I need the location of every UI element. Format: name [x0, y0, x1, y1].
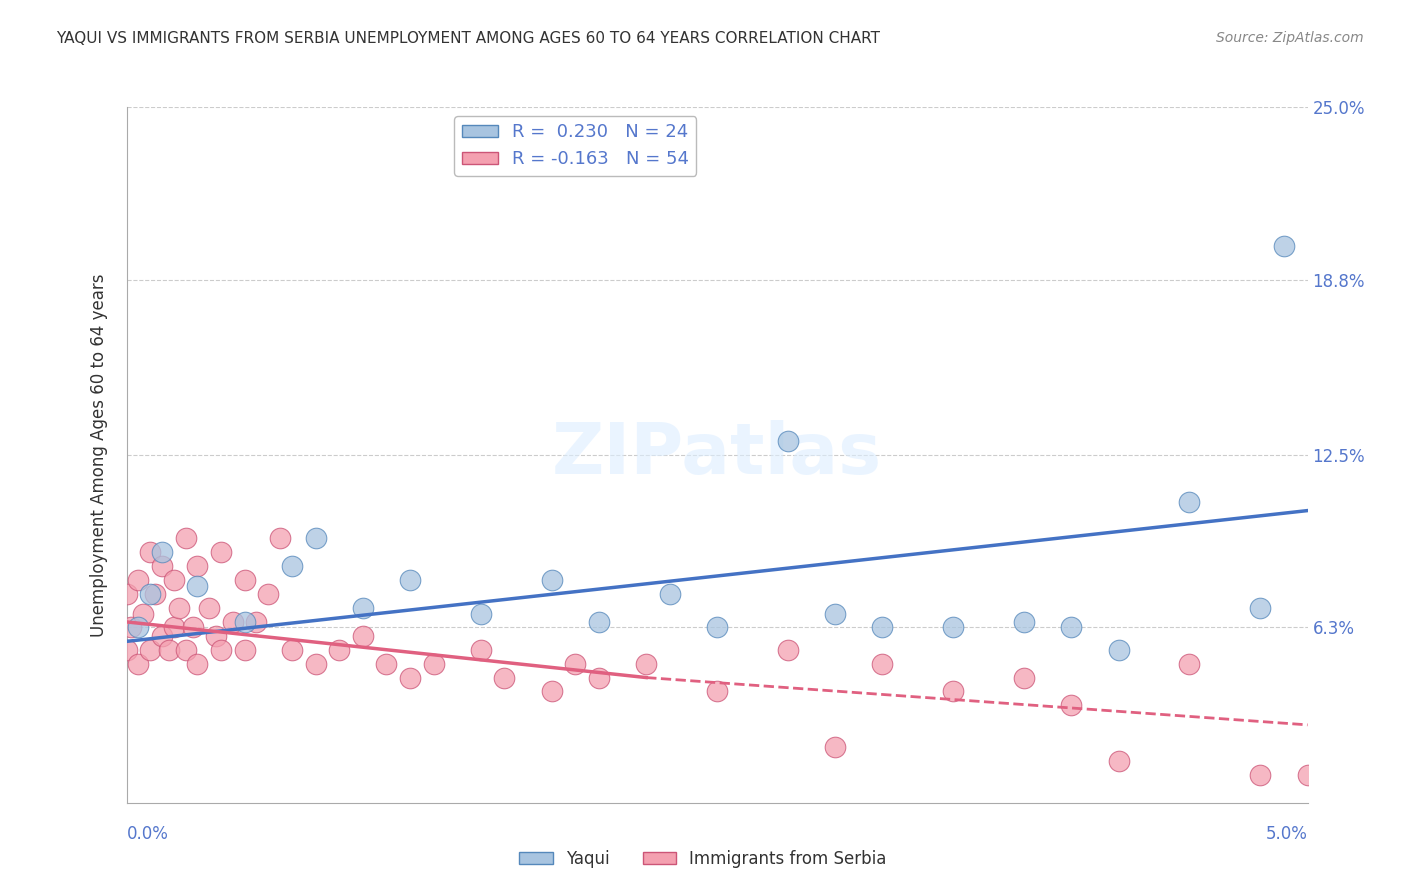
- Point: [824, 607, 846, 621]
- Point: [163, 573, 186, 587]
- Point: [399, 671, 422, 685]
- Point: [139, 587, 162, 601]
- Point: [1060, 620, 1083, 634]
- Point: [588, 671, 610, 685]
- Point: [352, 629, 374, 643]
- Point: [1012, 671, 1035, 685]
- Point: [174, 532, 197, 546]
- Point: [174, 642, 197, 657]
- Text: ZIPatlas: ZIPatlas: [553, 420, 882, 490]
- Point: [127, 657, 149, 671]
- Point: [942, 684, 965, 698]
- Point: [167, 601, 190, 615]
- Point: [872, 620, 894, 634]
- Point: [120, 620, 142, 634]
- Text: Source: ZipAtlas.com: Source: ZipAtlas.com: [1216, 31, 1364, 45]
- Y-axis label: Unemployment Among Ages 60 to 64 years: Unemployment Among Ages 60 to 64 years: [90, 273, 108, 637]
- Point: [186, 559, 208, 574]
- Point: [186, 579, 208, 593]
- Point: [209, 642, 232, 657]
- Point: [150, 559, 173, 574]
- Point: [186, 657, 208, 671]
- Point: [352, 601, 374, 615]
- Point: [824, 740, 846, 755]
- Point: [588, 615, 610, 629]
- Point: [564, 657, 586, 671]
- Point: [776, 434, 799, 448]
- Point: [281, 559, 304, 574]
- Point: [139, 545, 162, 559]
- Point: [132, 607, 155, 621]
- Point: [470, 607, 492, 621]
- Point: [1296, 768, 1319, 782]
- Point: [470, 642, 492, 657]
- Point: [1108, 642, 1130, 657]
- Text: 5.0%: 5.0%: [1265, 825, 1308, 843]
- Point: [209, 545, 232, 559]
- Point: [540, 573, 562, 587]
- Point: [143, 587, 166, 601]
- Point: [222, 615, 245, 629]
- Point: [205, 629, 228, 643]
- Point: [1012, 615, 1035, 629]
- Point: [304, 657, 326, 671]
- Legend: R =  0.230   N = 24, R = -0.163   N = 54: R = 0.230 N = 24, R = -0.163 N = 54: [454, 116, 696, 176]
- Point: [233, 642, 256, 657]
- Point: [139, 642, 162, 657]
- Point: [181, 620, 204, 634]
- Point: [706, 684, 728, 698]
- Point: [245, 615, 267, 629]
- Point: [269, 532, 291, 546]
- Point: [1178, 495, 1201, 509]
- Point: [1272, 239, 1295, 253]
- Point: [257, 587, 280, 601]
- Point: [127, 620, 149, 634]
- Point: [942, 620, 965, 634]
- Point: [328, 642, 350, 657]
- Point: [233, 615, 256, 629]
- Point: [304, 532, 326, 546]
- Point: [115, 587, 138, 601]
- Point: [127, 573, 149, 587]
- Point: [281, 642, 304, 657]
- Point: [163, 620, 186, 634]
- Point: [706, 620, 728, 634]
- Point: [157, 642, 180, 657]
- Point: [198, 601, 221, 615]
- Point: [150, 545, 173, 559]
- Point: [494, 671, 516, 685]
- Point: [776, 642, 799, 657]
- Point: [1178, 657, 1201, 671]
- Text: 0.0%: 0.0%: [127, 825, 169, 843]
- Point: [872, 657, 894, 671]
- Point: [540, 684, 562, 698]
- Point: [1249, 601, 1271, 615]
- Point: [233, 573, 256, 587]
- Point: [375, 657, 398, 671]
- Point: [1249, 768, 1271, 782]
- Point: [636, 657, 658, 671]
- Point: [658, 587, 681, 601]
- Point: [150, 629, 173, 643]
- Text: YAQUI VS IMMIGRANTS FROM SERBIA UNEMPLOYMENT AMONG AGES 60 TO 64 YEARS CORRELATI: YAQUI VS IMMIGRANTS FROM SERBIA UNEMPLOY…: [56, 31, 880, 46]
- Point: [399, 573, 422, 587]
- Point: [1060, 698, 1083, 713]
- Point: [1108, 754, 1130, 768]
- Point: [422, 657, 444, 671]
- Point: [115, 642, 138, 657]
- Legend: Yaqui, Immigrants from Serbia: Yaqui, Immigrants from Serbia: [513, 844, 893, 875]
